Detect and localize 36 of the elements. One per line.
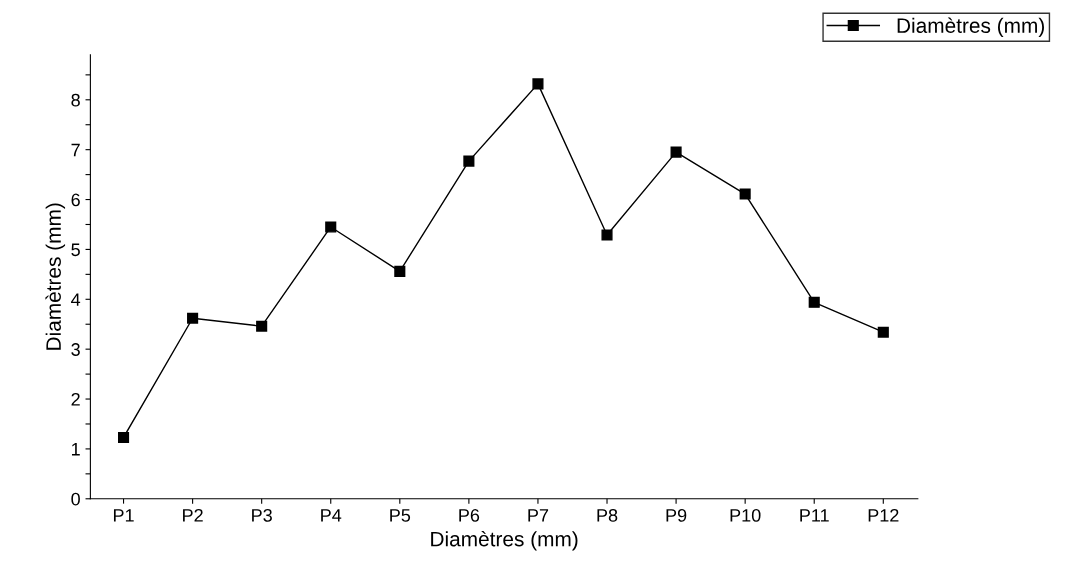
x-tick-label: P2 xyxy=(183,508,203,522)
y-tick-label: 6 xyxy=(71,193,80,207)
y-tick-label: 0 xyxy=(71,492,80,506)
point xyxy=(601,229,613,241)
point xyxy=(117,431,130,443)
x-tick-label: P11 xyxy=(800,509,829,522)
x-tick-label: P1 xyxy=(113,509,134,522)
x-tick-label: P4 xyxy=(321,509,342,522)
point xyxy=(877,326,889,338)
y-tick-label: 7 xyxy=(71,143,80,157)
point xyxy=(394,265,406,277)
x-tick-label: P8 xyxy=(597,508,618,522)
y-tick-label: 1 xyxy=(72,443,80,456)
legend-label: Diamètres (mm) xyxy=(897,17,1044,38)
x-tick-label: P6 xyxy=(459,508,480,522)
point xyxy=(532,78,544,90)
x-tick-label: P9 xyxy=(666,508,687,522)
point xyxy=(670,146,682,158)
y-tick-label: 3 xyxy=(71,343,80,356)
point xyxy=(463,155,475,167)
y-tick-label: 2 xyxy=(71,392,80,406)
x-axis-title: Diamètres (mm) xyxy=(431,530,578,551)
x-tick-label: P10 xyxy=(730,508,761,522)
y-tick-label: 4 xyxy=(71,293,81,306)
x-tick-label: P3 xyxy=(252,508,272,522)
y-tick-label: 8 xyxy=(71,93,80,107)
point xyxy=(325,221,337,233)
point xyxy=(187,312,199,324)
y-axis-title: Diamètres (mm) xyxy=(45,203,66,350)
point xyxy=(739,188,751,200)
point xyxy=(808,296,820,308)
x-tick-label: P7 xyxy=(528,509,549,522)
y-tick-label: 5 xyxy=(71,243,80,257)
x-tick-label: P5 xyxy=(390,509,411,522)
point xyxy=(256,320,268,332)
x-tick-label: P12 xyxy=(868,508,899,522)
